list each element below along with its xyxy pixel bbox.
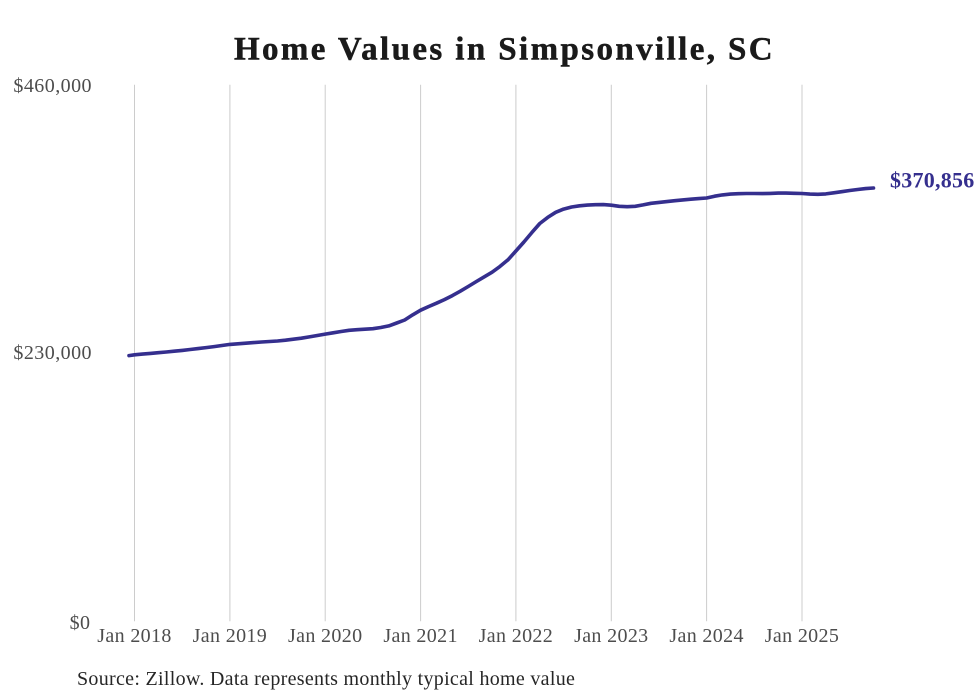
svg-text:$460,000: $460,000 — [13, 75, 92, 97]
svg-text:Home Values in Simpsonville, S: Home Values in Simpsonville, SC — [234, 32, 775, 68]
svg-text:Jan 2022: Jan 2022 — [479, 625, 553, 647]
svg-text:Jan 2020: Jan 2020 — [288, 625, 362, 647]
svg-text:Jan 2023: Jan 2023 — [574, 625, 648, 647]
svg-text:Jan 2018: Jan 2018 — [97, 625, 171, 647]
svg-text:$370,856: $370,856 — [890, 168, 975, 193]
svg-text:Jan 2019: Jan 2019 — [193, 625, 267, 647]
svg-text:Jan 2024: Jan 2024 — [669, 625, 743, 647]
svg-text:$0: $0 — [70, 612, 91, 634]
svg-text:Jan 2021: Jan 2021 — [383, 625, 457, 647]
svg-text:$230,000: $230,000 — [13, 342, 92, 364]
svg-text:Jan 2025: Jan 2025 — [765, 625, 839, 647]
svg-text:Source: Zillow. Data represent: Source: Zillow. Data represents monthly … — [77, 668, 575, 690]
